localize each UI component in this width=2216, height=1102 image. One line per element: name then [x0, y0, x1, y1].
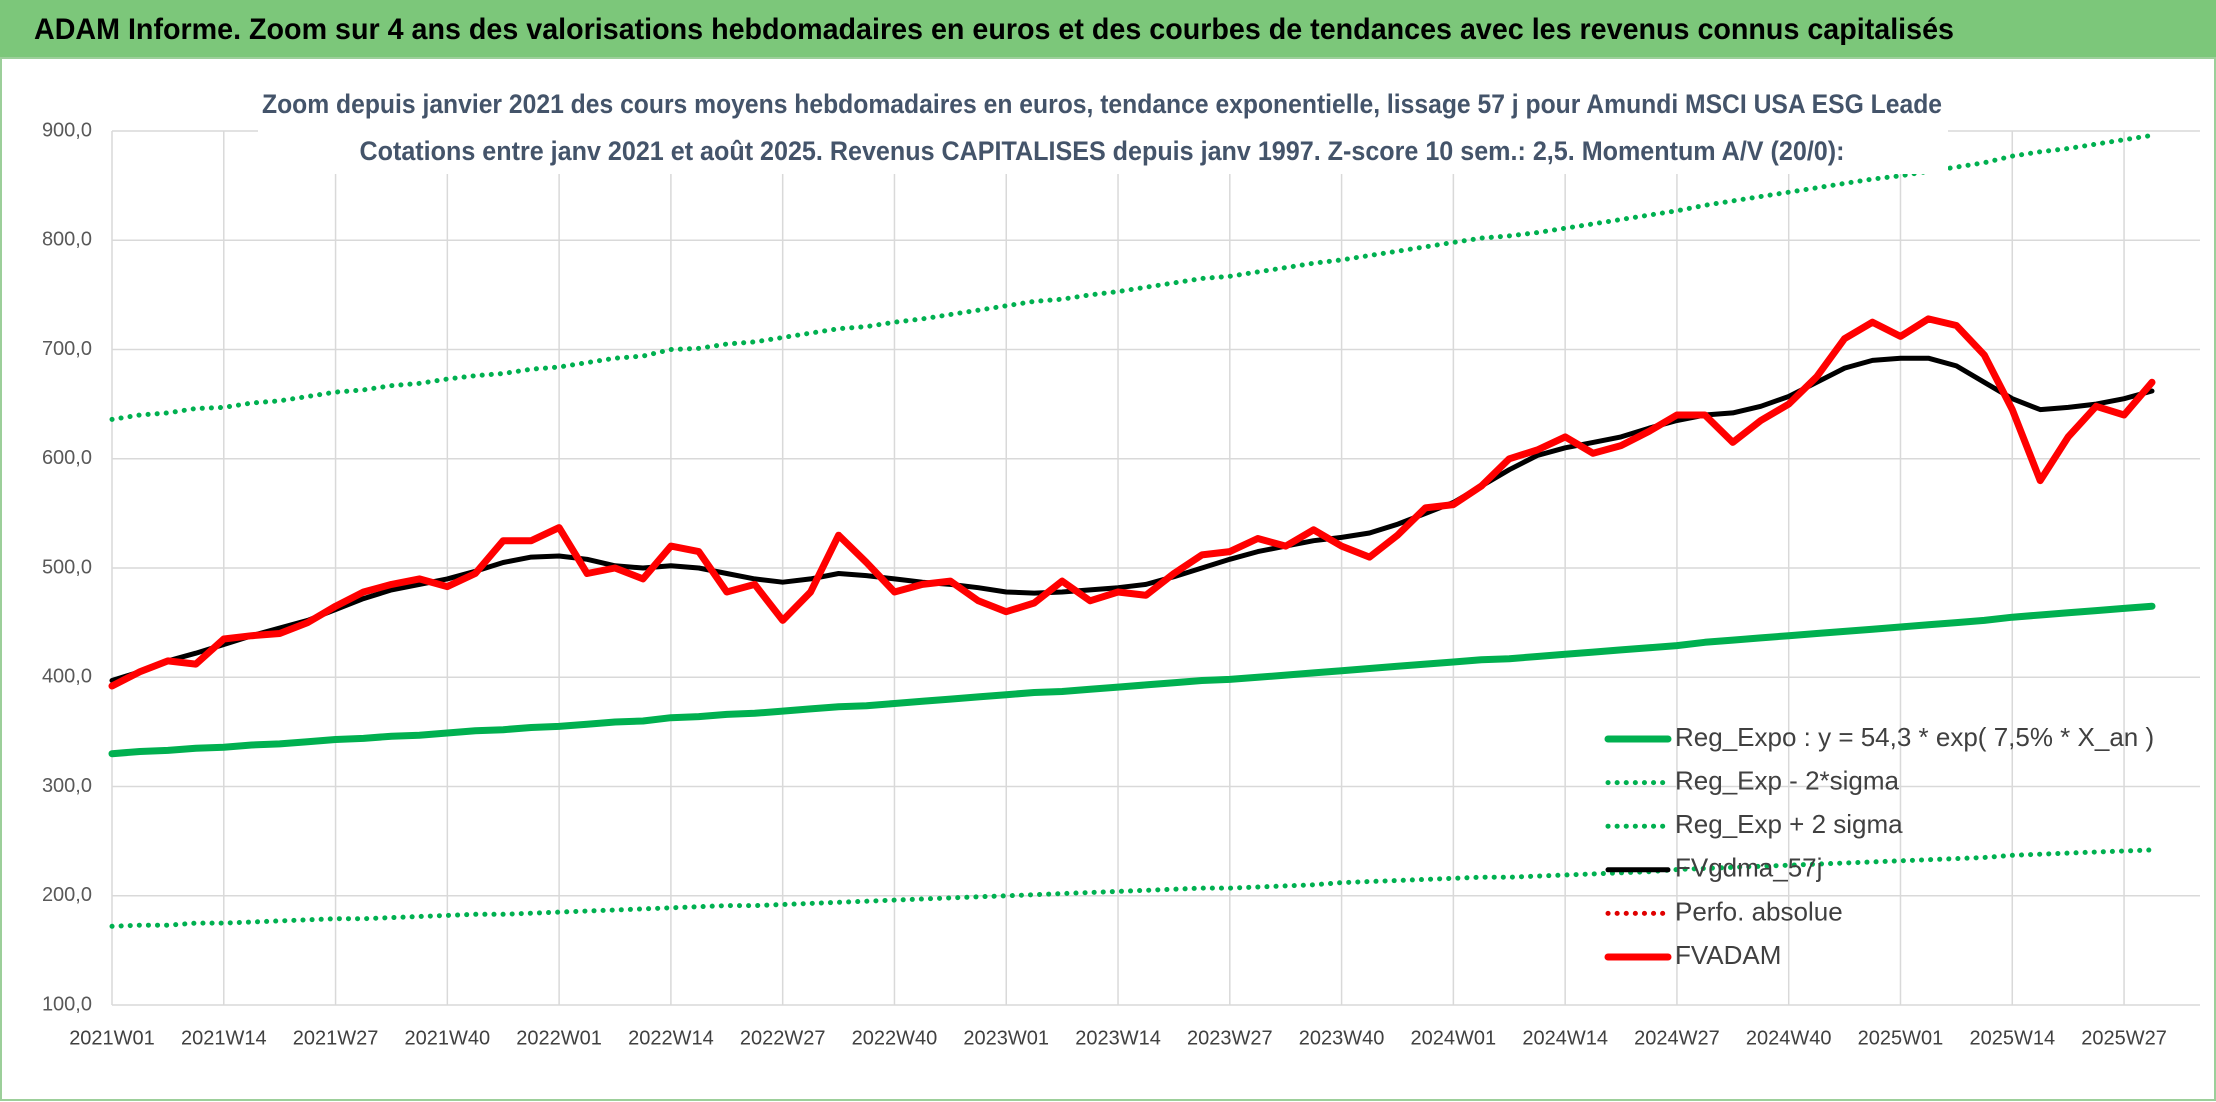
- chart-border: [0, 57, 2216, 1101]
- x-tick-label: 2024W40: [1746, 1027, 1832, 1049]
- y-tick-label: 600,0: [42, 447, 92, 469]
- header-bar: [0, 0, 2216, 58]
- y-tick-label: 400,0: [42, 666, 92, 688]
- chart-subtitle: Cotations entre janv 2021 et août 2025. …: [360, 136, 1845, 166]
- y-tick-label: 200,0: [42, 884, 92, 906]
- x-tick-label: 2025W14: [1969, 1027, 2055, 1049]
- x-tick-label: 2023W01: [963, 1027, 1049, 1049]
- x-tick-label: 2023W40: [1299, 1027, 1385, 1049]
- x-tick-label: 2023W27: [1187, 1027, 1273, 1049]
- x-tick-label: 2025W01: [1858, 1027, 1944, 1049]
- x-tick-label: 2024W01: [1411, 1027, 1497, 1049]
- series-line: [109, 132, 2155, 422]
- y-tick-label: 800,0: [42, 229, 92, 251]
- y-tick-label: 100,0: [42, 993, 92, 1015]
- x-tick-label: 2021W14: [181, 1027, 267, 1049]
- x-tick-label: 2021W27: [293, 1027, 379, 1049]
- series-line: [108, 315, 2156, 690]
- legend-label: Perfo. absolue: [1675, 896, 1843, 926]
- legend-label: Reg_Expo : y = 54,3 * exp( 7,5% * X_an ): [1675, 722, 2154, 752]
- series-line: [108, 602, 2156, 758]
- x-tick-label: 2024W27: [1634, 1027, 1720, 1049]
- legend-label: Reg_Exp + 2 sigma: [1675, 809, 1903, 839]
- legend-label: FVADAM: [1675, 940, 1781, 970]
- x-tick-label: 2022W14: [628, 1027, 714, 1049]
- chart-subtitle: Zoom depuis janvier 2021 des cours moyen…: [262, 89, 1942, 119]
- x-tick-label: 2023W14: [1075, 1027, 1161, 1049]
- y-tick-label: 300,0: [42, 775, 92, 797]
- legend-label: Reg_Exp - 2*sigma: [1675, 765, 1900, 795]
- plot-area: 100,0 200,0 300,0 400,0 500,0 600,0 700,0 800,0…: [42, 119, 2200, 1049]
- series-line: [109, 847, 2155, 929]
- x-tick-label: 2024W14: [1522, 1027, 1608, 1049]
- legend-label: FVgdma_57j: [1675, 853, 1822, 883]
- x-tick-label: 2021W01: [69, 1027, 155, 1049]
- y-tick-label: 900,0: [42, 119, 92, 141]
- y-tick-label: 700,0: [42, 338, 92, 360]
- subtitle-box: [258, 84, 1948, 174]
- x-tick-label: 2022W40: [852, 1027, 938, 1049]
- x-tick-label: 2021W40: [405, 1027, 491, 1049]
- x-tick-label: 2022W27: [740, 1027, 826, 1049]
- y-tick-label: 500,0: [42, 556, 92, 578]
- x-tick-label: 2025W27: [2081, 1027, 2167, 1049]
- x-tick-label: 2022W01: [516, 1027, 602, 1049]
- page-title: ADAM Informe. Zoom sur 4 ans des valoris…: [34, 13, 1954, 46]
